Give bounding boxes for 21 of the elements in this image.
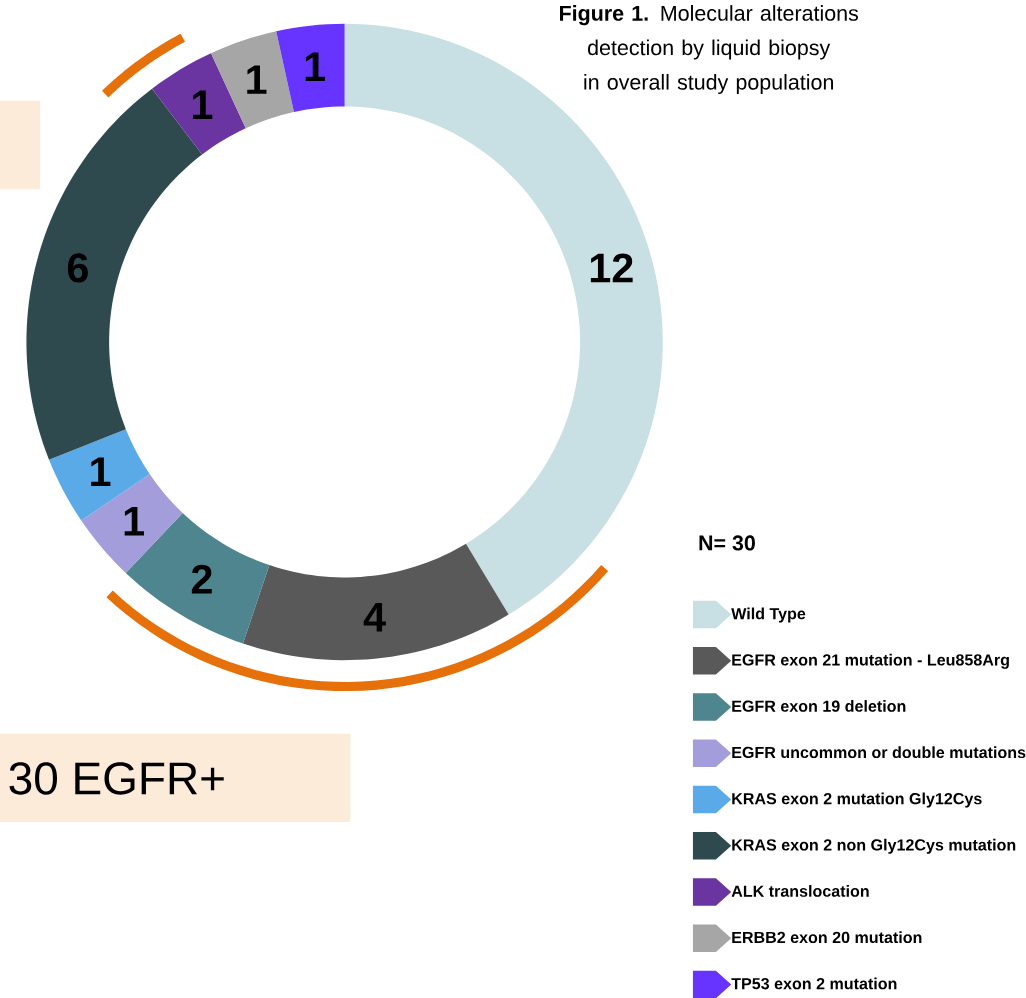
data-label: 4 — [363, 602, 386, 632]
legend-label: TP53 exon 2 mutation — [731, 977, 897, 990]
data-label: 1 — [91, 457, 111, 486]
legend-label: KRAS exon 2 mutation Gly12Cys — [732, 792, 982, 808]
legend-label: EGFR uncommon or double mutations — [732, 746, 1026, 758]
legend-label: EGFR exon 19 deletion — [732, 699, 906, 712]
data-label: 1 — [247, 65, 267, 94]
legend-label: ALK translocation — [731, 884, 869, 897]
data-label: 6 — [67, 253, 88, 283]
text: 30 EGFR+ — [9, 762, 224, 795]
data-label: 1 — [124, 506, 144, 536]
data-label: 1 — [193, 90, 213, 119]
text: Figure 1. Molecular alterations detection by liquid biopsy in overall study population — [560, 4, 859, 94]
legend-label: Wild Type — [731, 607, 806, 623]
legend-label: EGFR exon 21 mutation - Leu858Arg — [732, 653, 1009, 669]
legend-label: KRAS exon 2 non Gly12Cys mutation — [732, 838, 1016, 854]
data-label: 12 — [590, 253, 633, 283]
legend-label: ERBB2 exon 20 mutation — [732, 931, 922, 943]
data-label: 1 — [305, 52, 325, 81]
data-label: 2 — [191, 564, 212, 594]
legend-title: N= 30 — [699, 535, 755, 551]
